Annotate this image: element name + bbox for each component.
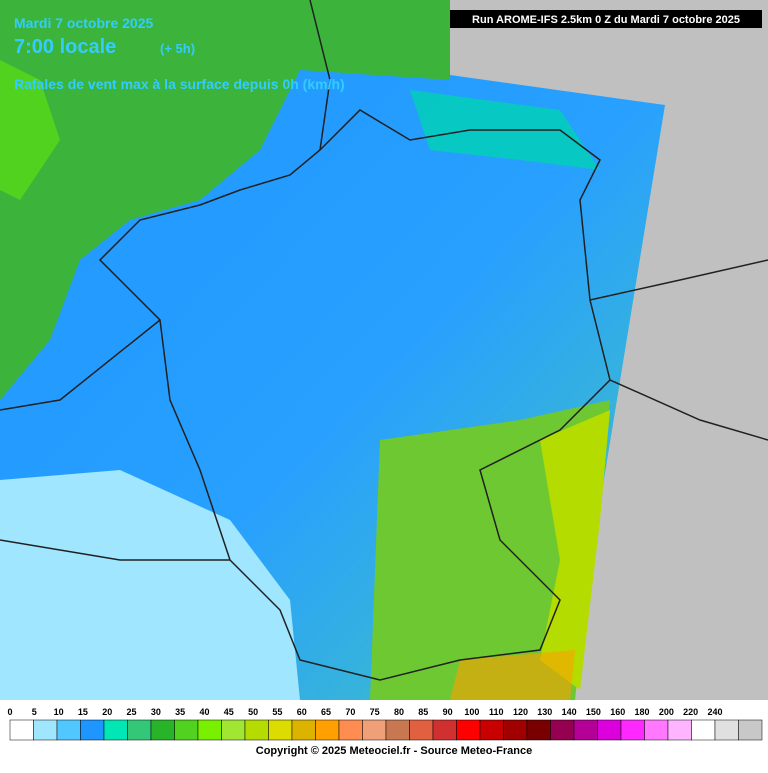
legend-swatch: [103, 719, 128, 741]
time: 7:00 locale: [14, 36, 116, 58]
legend-label: 35: [175, 707, 185, 717]
sea-zone: [0, 60, 60, 200]
legend-label: 120: [513, 707, 528, 717]
legend-swatch: [127, 719, 152, 741]
legend-label: 20: [102, 707, 112, 717]
legend-swatch: [456, 719, 481, 741]
legend-label: 5: [32, 707, 37, 717]
legend-label: 15: [78, 707, 88, 717]
legend-swatch: [244, 719, 269, 741]
legend-swatch: [667, 719, 692, 741]
legend-label: 110: [489, 707, 504, 717]
legend-swatch: [432, 719, 457, 741]
legend-swatch: [409, 719, 434, 741]
legend-swatch: [362, 719, 387, 741]
legend-swatch: [315, 719, 340, 741]
legend-label: 30: [151, 707, 161, 717]
legend-label: 0: [7, 707, 12, 717]
legend-label: 240: [707, 707, 722, 717]
legend-label: 160: [610, 707, 625, 717]
legend-label: 220: [683, 707, 698, 717]
run-banner: [450, 10, 762, 28]
legend-swatch: [385, 719, 410, 741]
legend-swatch: [714, 719, 739, 741]
legend-label: 70: [345, 707, 355, 717]
legend-swatch: [221, 719, 246, 741]
high-wind-zone: [540, 410, 610, 690]
legend-label: 50: [248, 707, 258, 717]
legend-label: 25: [127, 707, 137, 717]
legend-label: 65: [321, 707, 331, 717]
legend-swatch: [479, 719, 504, 741]
legend-swatch: [503, 719, 528, 741]
legend-swatch: [9, 719, 34, 741]
legend-label: 85: [418, 707, 428, 717]
legend-swatch: [174, 719, 199, 741]
legend-label: 75: [370, 707, 380, 717]
legend-swatch: [150, 719, 175, 741]
legend-label: 130: [537, 707, 552, 717]
copyright: Copyright © 2025 Meteociel.fr - Source M…: [256, 745, 532, 757]
legend-label: 60: [297, 707, 307, 717]
borders: [0, 0, 768, 681]
legend-label: 90: [443, 707, 453, 717]
legend-swatch: [268, 719, 293, 741]
legend-swatch: [33, 719, 58, 741]
legend-swatch: [80, 719, 105, 741]
legend-swatch: [738, 719, 763, 741]
legend-swatch: [291, 719, 316, 741]
legend-swatch: [573, 719, 598, 741]
legend-label: 100: [464, 707, 479, 717]
legend-swatch: [620, 719, 645, 741]
legend-swatch: [597, 719, 622, 741]
legend-swatch: [338, 719, 363, 741]
legend-swatch: [691, 719, 716, 741]
legend-swatch: [644, 719, 669, 741]
legend-swatch: [550, 719, 575, 741]
legend-label: 180: [635, 707, 650, 717]
legend: 0 5 10 15 20 25 30 35 40 45 50 55 60 65 70 75 80 85 90 100 1…: [7, 707, 763, 741]
date: Mardi 7 octobre 2025: [14, 15, 153, 31]
low-wind-zone: [0, 470, 300, 700]
legend-swatch: [526, 719, 551, 741]
legend-label: 140: [562, 707, 577, 717]
legend-swatch: [56, 719, 81, 741]
lead-time: (+ 5h): [160, 41, 195, 56]
run-info: Run AROME-IFS 2.5km 0 Z du Mardi 7 octob…: [472, 14, 740, 26]
legend-label: 150: [586, 707, 601, 717]
legend-label: 80: [394, 707, 404, 717]
sea-zone: [0, 0, 450, 400]
legend-label: 10: [54, 707, 64, 717]
legend-label: 200: [659, 707, 674, 717]
legend-label: 55: [272, 707, 282, 717]
legend-label: 45: [224, 707, 234, 717]
high-wind-zone: [450, 650, 575, 700]
legend-swatch: [197, 719, 222, 741]
legend-label: 40: [199, 707, 209, 717]
parameter: Rafales de vent max à la surface depuis …: [14, 76, 345, 92]
